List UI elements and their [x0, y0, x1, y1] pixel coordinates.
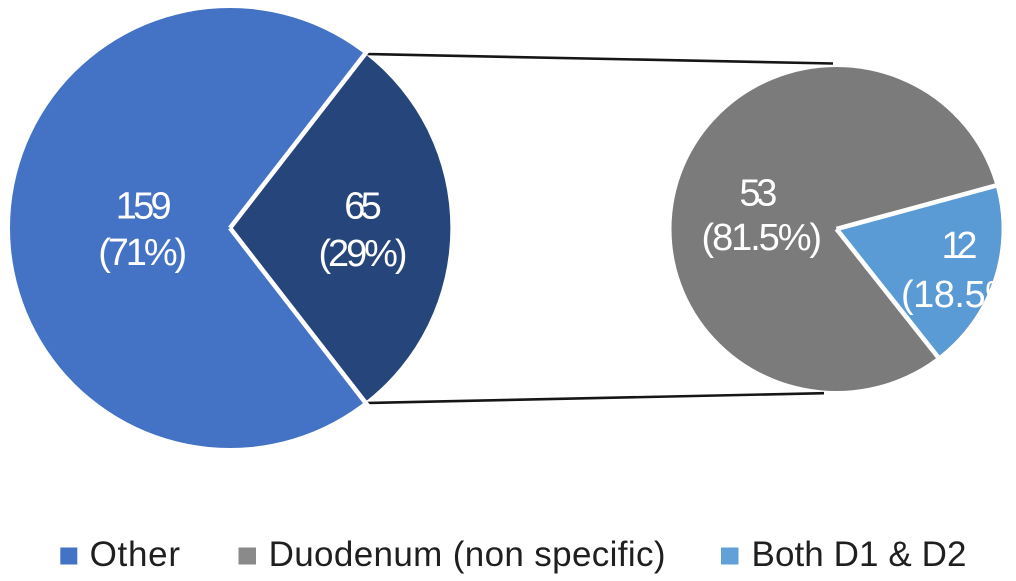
svg-text:159: 159: [116, 186, 172, 228]
svg-text:Duodenum (non specific): Duodenum (non specific): [269, 535, 666, 574]
svg-text:Other: Other: [90, 535, 181, 574]
svg-text:(29%): (29%): [319, 233, 408, 275]
svg-text:(81.5%): (81.5%): [702, 217, 823, 259]
svg-text:65: 65: [344, 186, 382, 228]
svg-text:(71%): (71%): [98, 232, 187, 274]
svg-text:Both D1 & D2: Both D1 & D2: [752, 535, 967, 574]
svg-text:53: 53: [739, 172, 777, 214]
svg-text:12: 12: [942, 225, 978, 267]
svg-text:(18.5%): (18.5%): [901, 274, 1016, 316]
